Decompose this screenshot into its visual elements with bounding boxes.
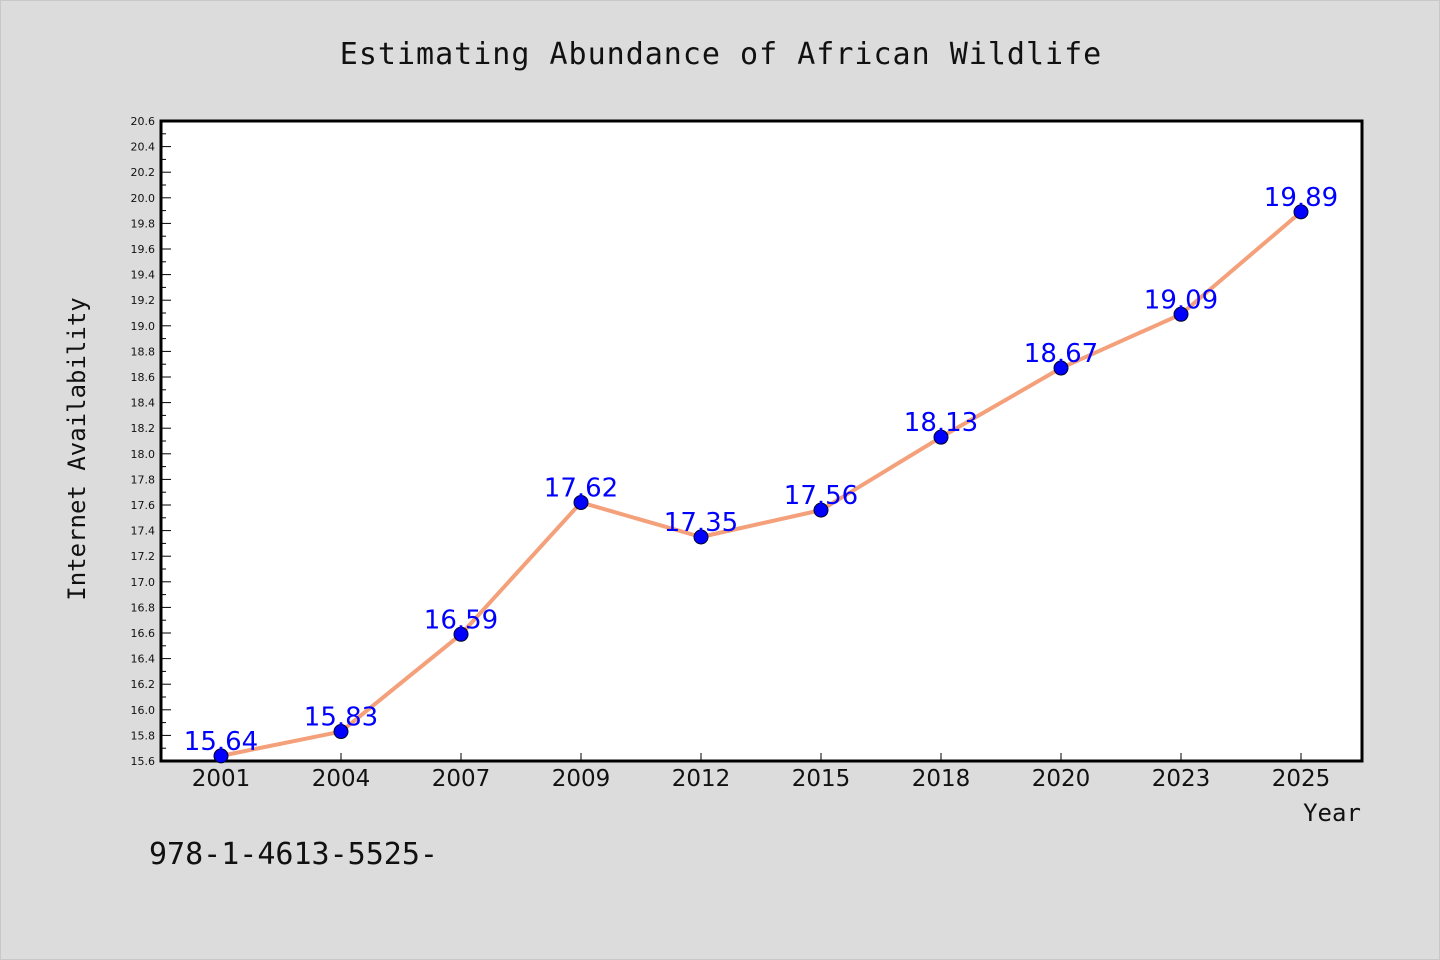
data-label: 18.13 bbox=[904, 408, 978, 438]
footer-code: 978-1-4613-5525- bbox=[149, 837, 438, 872]
data-label: 17.62 bbox=[544, 473, 618, 503]
data-label: 17.56 bbox=[784, 481, 858, 511]
x-tick-label: 2015 bbox=[792, 766, 851, 792]
y-tick-label: 15.6 bbox=[131, 755, 156, 768]
x-tick-label: 2004 bbox=[312, 766, 371, 792]
x-tick-label: 2025 bbox=[1272, 766, 1331, 792]
y-tick-label: 19.4 bbox=[131, 269, 156, 282]
y-axis: 15.6 15.8 16.0 16.2 16.4 16.6 16.8 17.0 17.2 17.4… bbox=[131, 115, 171, 768]
y-tick-label: 20.2 bbox=[131, 166, 156, 179]
y-tick-label: 19.8 bbox=[131, 217, 156, 230]
data-point bbox=[1173, 306, 1189, 322]
y-tick-label: 16.0 bbox=[131, 704, 156, 717]
y-tick-label: 18.2 bbox=[131, 422, 156, 435]
y-tick-label: 19.6 bbox=[131, 243, 156, 256]
y-tick-label: 18.0 bbox=[131, 448, 156, 461]
x-tick-label: 2012 bbox=[672, 766, 731, 792]
data-label: 19.09 bbox=[1144, 285, 1218, 315]
series-line bbox=[219, 209, 1303, 758]
y-tick-label: 18.8 bbox=[131, 345, 156, 358]
x-tick-label: 2001 bbox=[192, 766, 251, 792]
y-tick-label: 18.4 bbox=[131, 397, 156, 410]
y-tick-label: 20.4 bbox=[131, 141, 156, 154]
y-tick-label: 17.6 bbox=[131, 499, 156, 512]
plot-area bbox=[159, 119, 1364, 763]
data-point bbox=[1053, 360, 1069, 376]
data-label: 18.67 bbox=[1024, 339, 1098, 369]
data-label: 17.35 bbox=[664, 508, 738, 538]
data-label: 16.59 bbox=[424, 605, 498, 635]
data-point bbox=[693, 529, 709, 545]
y-tick-label: 17.4 bbox=[131, 525, 156, 538]
y-tick-label: 16.6 bbox=[131, 627, 156, 640]
data-point bbox=[573, 494, 589, 510]
chart-title: Estimating Abundance of African Wildlife bbox=[340, 37, 1102, 72]
y-tick-label: 19.0 bbox=[131, 320, 156, 333]
x-tick-label: 2018 bbox=[912, 766, 971, 792]
y-tick-label: 20.0 bbox=[131, 192, 156, 205]
x-tick-label: 2009 bbox=[552, 766, 611, 792]
data-label: 15.64 bbox=[184, 727, 258, 757]
x-tick-label: 2023 bbox=[1152, 766, 1211, 792]
data-point bbox=[813, 502, 829, 518]
x-tick-label: 2020 bbox=[1032, 766, 1091, 792]
x-axis: 2001 2004 2007 2009 2012 2015 2018 2020 2023 2025 bbox=[192, 753, 1331, 792]
y-tick-label: 17.2 bbox=[131, 550, 156, 563]
x-axis-label: Year bbox=[1303, 799, 1361, 827]
y-tick-label: 18.6 bbox=[131, 371, 156, 384]
data-point bbox=[933, 429, 949, 445]
series-group: 15.64 15.83 16.59 17.62 17.35 17.56 18.13 18.67… bbox=[184, 183, 1338, 764]
y-tick-label: 20.6 bbox=[131, 115, 156, 128]
y-tick-label: 16.4 bbox=[131, 653, 156, 666]
data-point bbox=[453, 626, 469, 642]
x-tick-label: 2007 bbox=[432, 766, 491, 792]
y-tick-label: 17.8 bbox=[131, 473, 156, 486]
y-tick-label: 16.8 bbox=[131, 601, 156, 614]
data-point bbox=[213, 748, 229, 764]
data-point bbox=[333, 724, 349, 740]
y-tick-label: 16.2 bbox=[131, 678, 156, 691]
y-tick-label: 19.2 bbox=[131, 294, 156, 307]
y-axis-label: Internet Availability bbox=[63, 297, 91, 600]
data-label: 19.89 bbox=[1264, 183, 1338, 213]
data-label: 15.83 bbox=[304, 703, 378, 733]
data-point bbox=[1293, 204, 1309, 220]
y-tick-label: 15.8 bbox=[131, 729, 156, 742]
y-tick-label: 17.0 bbox=[131, 576, 156, 589]
